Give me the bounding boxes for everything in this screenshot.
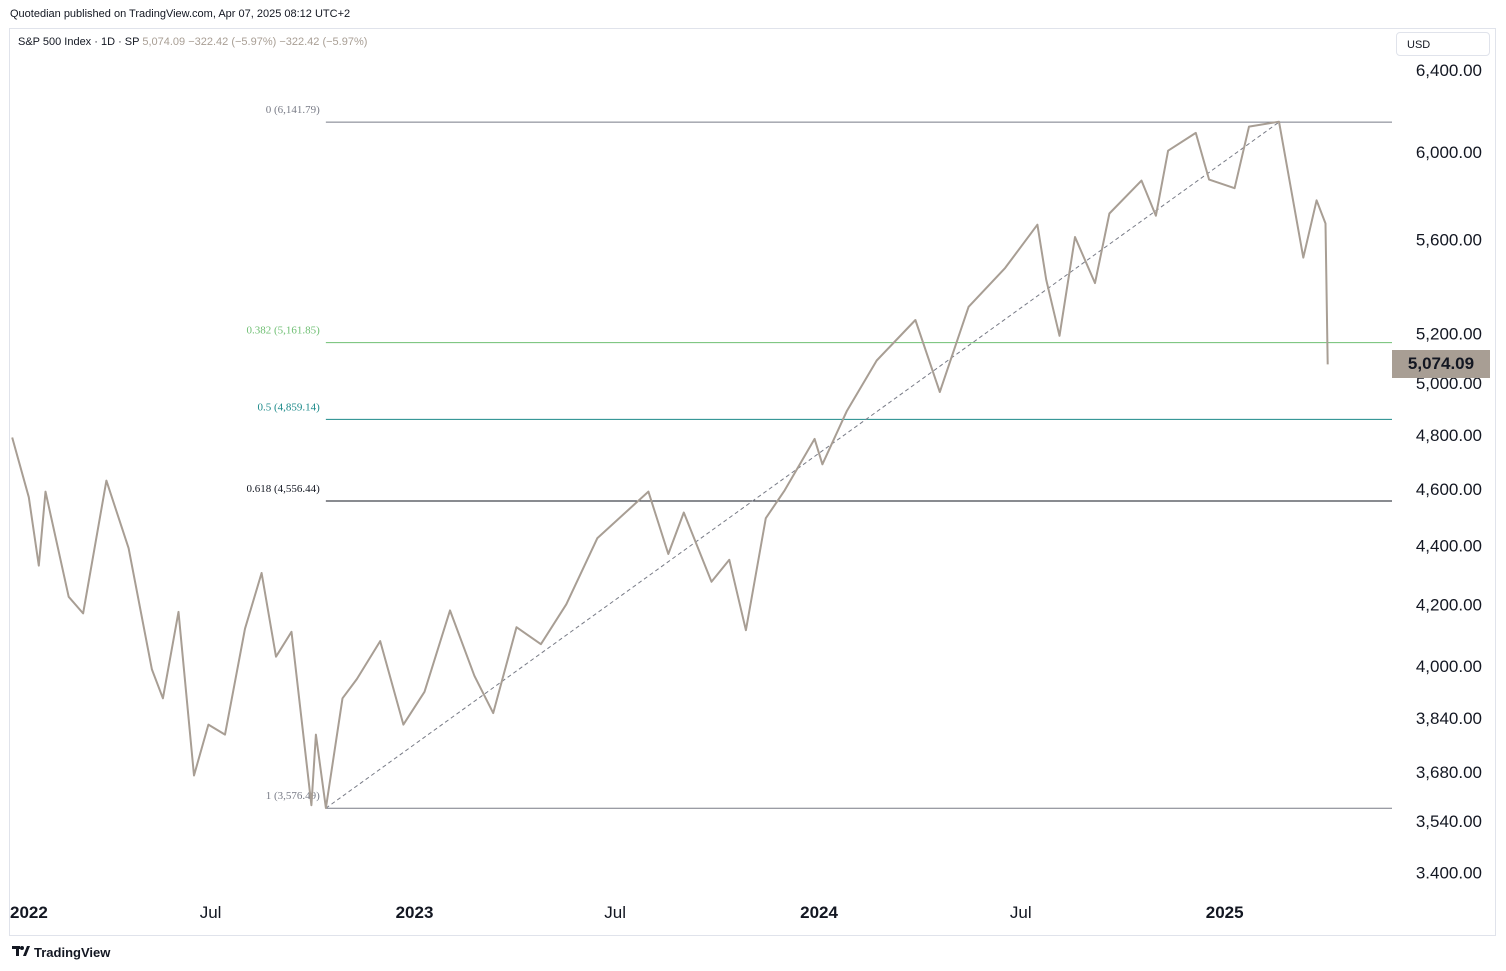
x-tick-label: Jul — [1010, 903, 1032, 922]
x-tick-label: 2022 — [10, 903, 48, 922]
fib-level-label: 0.618 (4,556.44) — [247, 483, 321, 495]
brand-name: TradingView — [34, 945, 111, 960]
last-price-label: 5,074.09 — [1392, 350, 1490, 378]
y-tick-label: 4,400.00 — [1416, 536, 1482, 555]
fib-trend-line — [325, 121, 1280, 809]
fib-level-label: 0.382 (5,161.85) — [247, 325, 321, 337]
chart-frame — [9, 28, 1496, 936]
x-axis[interactable]: 2022 Jul 2023 Jul 2024 Jul 2025 — [10, 903, 1244, 922]
y-tick-label: 6,000.00 — [1416, 143, 1482, 162]
currency-button[interactable]: USD — [1396, 32, 1490, 56]
fib-retracement[interactable]: 0 (6,141.79) 0.382 (5,161.85) 0.5 (4,859.1… — [247, 104, 1392, 809]
fib-level-label: 0.5 (4,859.14) — [258, 401, 321, 413]
tradingview-logo[interactable]: TradingView — [12, 945, 110, 960]
y-tick-label: 3,540.00 — [1416, 812, 1482, 831]
x-tick-label: Jul — [200, 903, 222, 922]
y-tick-label: 3,680.00 — [1416, 763, 1482, 782]
y-tick-label: 4,200.00 — [1416, 595, 1482, 614]
fib-level-label: 1 (3,576.49) — [266, 790, 320, 802]
legend-symbol: S&P 500 Index · 1D · SP — [18, 36, 140, 48]
y-tick-label: 4,800.00 — [1416, 426, 1482, 445]
y-tick-label: 3,840.00 — [1416, 709, 1482, 728]
price-series — [11, 120, 1329, 809]
y-tick-label: 3.400.00 — [1416, 863, 1482, 882]
y-tick-label: 6,400.00 — [1416, 61, 1482, 80]
y-tick-label: 4,600.00 — [1416, 480, 1482, 499]
x-tick-label: 2023 — [396, 903, 434, 922]
chart-legend: S&P 500 Index · 1D · SP 5,074.09 −322.42… — [18, 36, 367, 48]
y-tick-label: 5,600.00 — [1416, 230, 1482, 249]
price-line — [11, 120, 1329, 809]
y-tick-label: 5,000.00 — [1416, 374, 1482, 393]
x-tick-label: 2025 — [1206, 903, 1244, 922]
x-tick-label: 2024 — [800, 903, 838, 922]
y-axis[interactable]: 6,400.00 6,000.00 5,600.00 5,200.00 5,000.00… — [1416, 61, 1482, 883]
y-tick-label: 5,200.00 — [1416, 324, 1482, 343]
fib-level-label: 0 (6,141.79) — [266, 104, 320, 116]
y-tick-label: 4,000.00 — [1416, 657, 1482, 676]
legend-values: 5,074.09 −322.42 (−5.97%) −322.42 (−5.97… — [142, 36, 368, 48]
x-tick-label: Jul — [604, 903, 626, 922]
publisher-line: Quotedian published on TradingView.com, … — [10, 8, 351, 20]
tradingview-logo-icon — [12, 945, 30, 960]
